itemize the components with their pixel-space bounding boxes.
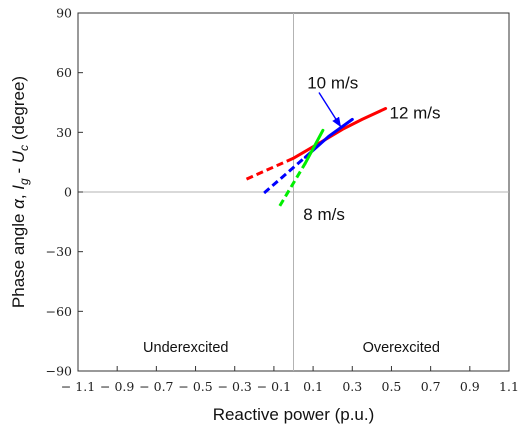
y-axis-title-part: Phase angle — [9, 209, 28, 308]
x-tick-label: 0.9 — [460, 379, 480, 394]
x-tick-label: 0.5 — [382, 379, 402, 394]
x-tick-label: − 0.9 — [100, 379, 134, 394]
y-axis-title-part: g — [17, 178, 31, 185]
y-axis-title-part: c — [17, 145, 31, 151]
y-tick-label: 90 — [56, 6, 72, 21]
x-tick-label: 0.1 — [303, 379, 323, 394]
y-axis-title-part: - — [9, 163, 28, 178]
y-axis-title-part: I — [9, 185, 28, 190]
y-tick-label: 0 — [64, 185, 72, 200]
y-tick-label: −60 — [46, 304, 72, 319]
y-axis-title-part: U — [9, 150, 28, 163]
series-annotation-label: 12 m/s — [389, 103, 440, 122]
x-tick-label: 0.7 — [421, 379, 441, 394]
x-tick-label: − 0.3 — [218, 379, 252, 394]
x-tick-label: − 0.5 — [178, 379, 212, 394]
y-axis-title-part: (degree) — [9, 76, 28, 145]
series-annotation-label: 10 m/s — [307, 74, 358, 93]
x-tick-label: − 0.1 — [257, 379, 291, 394]
y-axis-title-part: α — [9, 198, 28, 209]
x-tick-label: 1.1 — [499, 379, 519, 394]
series-annotation-label: 8 m/s — [303, 205, 345, 224]
y-axis-title: Phase angle α, Ig - Uc (degree) — [9, 76, 31, 308]
annotation-arrow — [318, 92, 342, 128]
y-tick-label: 30 — [56, 125, 72, 140]
region-label: Underexcited — [143, 340, 228, 356]
series-10-m-s-dashed-line — [263, 156, 307, 195]
y-tick-label: 60 — [56, 65, 72, 80]
series-12-m-s-dashed-line — [245, 156, 295, 181]
y-tick-label: −90 — [46, 364, 72, 379]
series-12-m-s-solid-line — [292, 107, 388, 160]
region-label: Overexcited — [363, 340, 440, 356]
series-8-m-s-dashed-line — [278, 162, 307, 207]
series-8-m-s-solid-line — [303, 128, 325, 165]
y-tick-label: −30 — [46, 244, 72, 259]
x-tick-label: − 1.1 — [61, 379, 95, 394]
x-axis-title: Reactive power (p.u.) — [213, 405, 375, 424]
x-tick-label: 0.3 — [342, 379, 362, 394]
x-tick-label: − 0.7 — [139, 379, 173, 394]
y-axis-title-part: , — [9, 190, 28, 199]
